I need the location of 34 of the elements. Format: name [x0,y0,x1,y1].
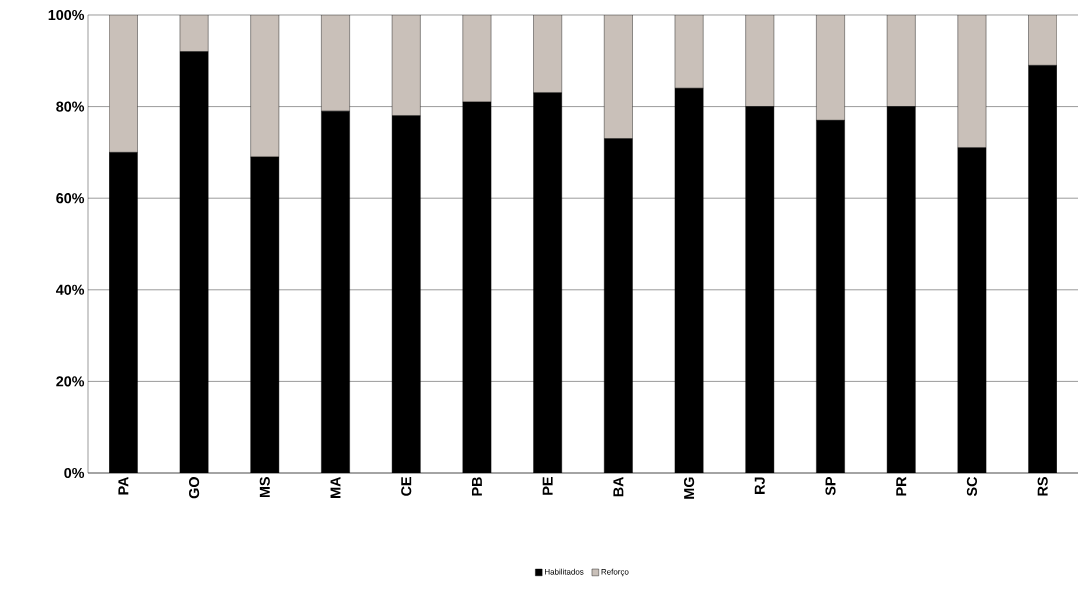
x-tick-label: RS [1037,477,1048,496]
x-tick-label: CE [401,477,412,496]
bar [179,15,209,52]
y-tick-label: 20% [56,376,85,387]
bar [604,15,633,139]
bar [321,15,350,112]
y-tick-label: 40% [55,284,85,295]
x-tick-label: MS [259,477,270,498]
y-tick-label: 80% [56,101,85,112]
bar [462,15,492,103]
bar [391,15,421,116]
bar [109,15,138,153]
x-tick-label: MG [684,477,695,499]
bar [957,15,987,149]
bar [886,15,916,107]
x-tick-label: SP [825,477,836,496]
bar [250,15,280,158]
y-tick-label: 100% [48,9,85,21]
bar [674,15,704,89]
x-tick-label: PE [542,477,553,495]
x-tick-label: RJ [754,477,765,494]
y-tick-label: 0% [64,467,85,479]
bar [1028,15,1057,66]
x-tick-label: PA [118,476,129,495]
bar [745,15,775,107]
x-tick-label: PB [471,477,482,496]
x-tick-label: MA [330,476,341,498]
x-tick-label: GO [189,477,200,499]
x-tick-label: BA [613,476,624,497]
x-tick-label: SC [966,476,978,497]
y-tick-label: 60% [56,193,85,204]
bar [533,15,562,94]
x-tick-label: PR [896,476,907,496]
bar [816,15,845,121]
